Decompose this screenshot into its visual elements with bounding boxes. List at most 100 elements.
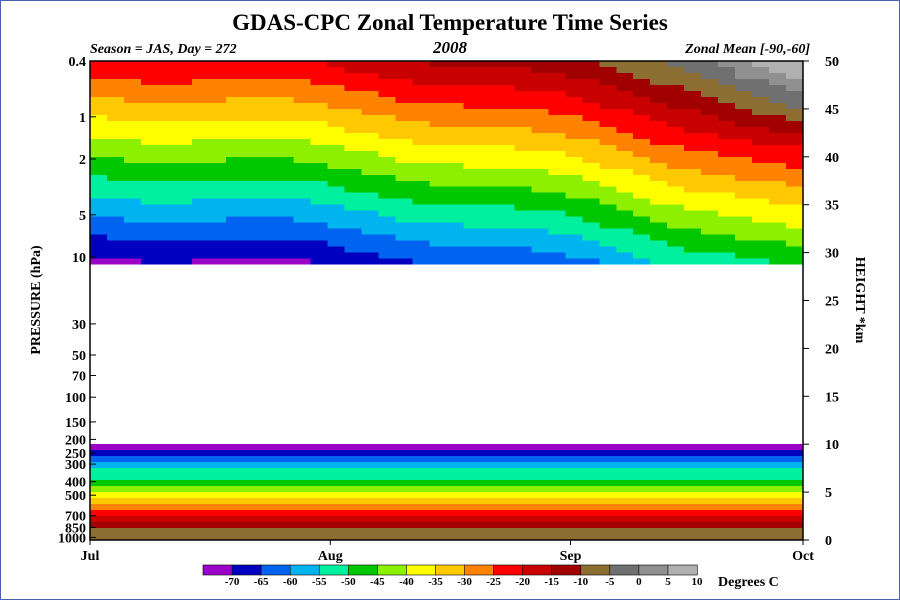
field-cell: [242, 204, 261, 212]
field-cell: [786, 162, 804, 170]
field-cell: [293, 318, 312, 325]
field-cell: [174, 61, 193, 68]
field-cell: [633, 168, 651, 176]
field-cell: [786, 228, 804, 236]
field-cell: [208, 234, 227, 242]
field-cell: [514, 90, 532, 98]
field-cell: [446, 378, 464, 385]
field-cell: [735, 408, 753, 415]
field-cell: [378, 474, 397, 481]
field-cell: [344, 300, 363, 307]
field-cell: [446, 462, 464, 469]
field-cell: [565, 462, 583, 469]
colorbar-tick-label: -45: [370, 576, 385, 588]
field-cell: [446, 498, 464, 505]
field-cell: [259, 108, 278, 116]
field-cell: [361, 168, 380, 176]
field-cell: [701, 102, 719, 110]
field-cell: [395, 210, 414, 218]
field-cell: [718, 498, 736, 505]
field-cell: [718, 180, 736, 188]
field-cell: [752, 498, 770, 505]
field-cell: [599, 402, 617, 409]
field-cell: [735, 186, 753, 194]
field-cell: [769, 312, 787, 319]
field-cell: [361, 240, 380, 248]
field-cell: [174, 252, 193, 260]
field-cell: [480, 522, 498, 529]
field-cell: [531, 186, 549, 194]
field-cell: [769, 450, 787, 457]
field-cell: [565, 132, 583, 140]
field-cell: [514, 432, 532, 439]
field-cell: [480, 408, 498, 415]
field-cell: [565, 294, 583, 301]
field-cell: [667, 408, 685, 415]
field-cell: [344, 384, 363, 391]
field-cell: [259, 264, 278, 272]
field-cell: [599, 330, 617, 337]
field-cell: [225, 366, 244, 373]
field-cell: [497, 300, 515, 307]
field-cell: [225, 444, 244, 451]
field-cell: [718, 522, 736, 529]
pressure-tick-label: 250: [65, 447, 86, 462]
field-cell: [344, 486, 363, 493]
field-cell: [548, 528, 566, 535]
field-cell: [259, 492, 278, 499]
field-cell: [157, 486, 176, 493]
field-cell: [310, 282, 329, 290]
field-cell: [310, 156, 329, 164]
field-cell: [548, 360, 566, 367]
field-cell: [599, 210, 617, 218]
field-cell: [90, 510, 108, 517]
field-cell: [531, 534, 549, 541]
field-cell: [497, 468, 515, 475]
field-cell: [140, 510, 159, 517]
field-cell: [701, 504, 719, 511]
field-cell: [718, 402, 736, 409]
field-cell: [123, 270, 142, 278]
field-cell: [650, 492, 668, 499]
field-cell: [718, 318, 736, 325]
field-cell: [497, 456, 515, 463]
field-cell: [140, 342, 159, 349]
field-cell: [395, 126, 414, 134]
field-cell: [293, 96, 312, 104]
field-cell: [225, 264, 244, 272]
field-cell: [123, 336, 142, 343]
field-cell: [429, 312, 447, 319]
field-cell: [208, 228, 227, 236]
field-cell: [395, 396, 414, 403]
field-cell: [310, 498, 329, 505]
field-cell: [157, 426, 176, 433]
field-cell: [769, 138, 787, 146]
field-cell: [276, 240, 295, 248]
field-cell: [616, 528, 634, 535]
field-cell: [599, 234, 617, 242]
field-cell: [769, 300, 787, 307]
field-cell: [480, 414, 498, 421]
field-cell: [90, 288, 108, 296]
field-cell: [616, 486, 634, 493]
field-cell: [191, 402, 210, 409]
field-cell: [242, 228, 261, 236]
field-cell: [582, 186, 600, 194]
field-cell: [769, 168, 787, 176]
field-cell: [616, 312, 634, 319]
field-cell: [191, 66, 210, 74]
colorbar-swatch: [638, 564, 669, 576]
field-cell: [395, 390, 414, 397]
field-cell: [90, 432, 108, 439]
field-cell: [599, 61, 617, 68]
height-tick-label: 5: [825, 486, 832, 501]
field-cell: [480, 108, 498, 116]
field-cell: [633, 288, 651, 296]
field-cell: [90, 132, 108, 140]
field-cell: [616, 276, 634, 284]
field-cell: [412, 306, 431, 313]
field-cell: [565, 420, 583, 427]
field-cell: [344, 78, 363, 86]
field-cell: [157, 312, 176, 319]
field-cell: [90, 138, 108, 146]
